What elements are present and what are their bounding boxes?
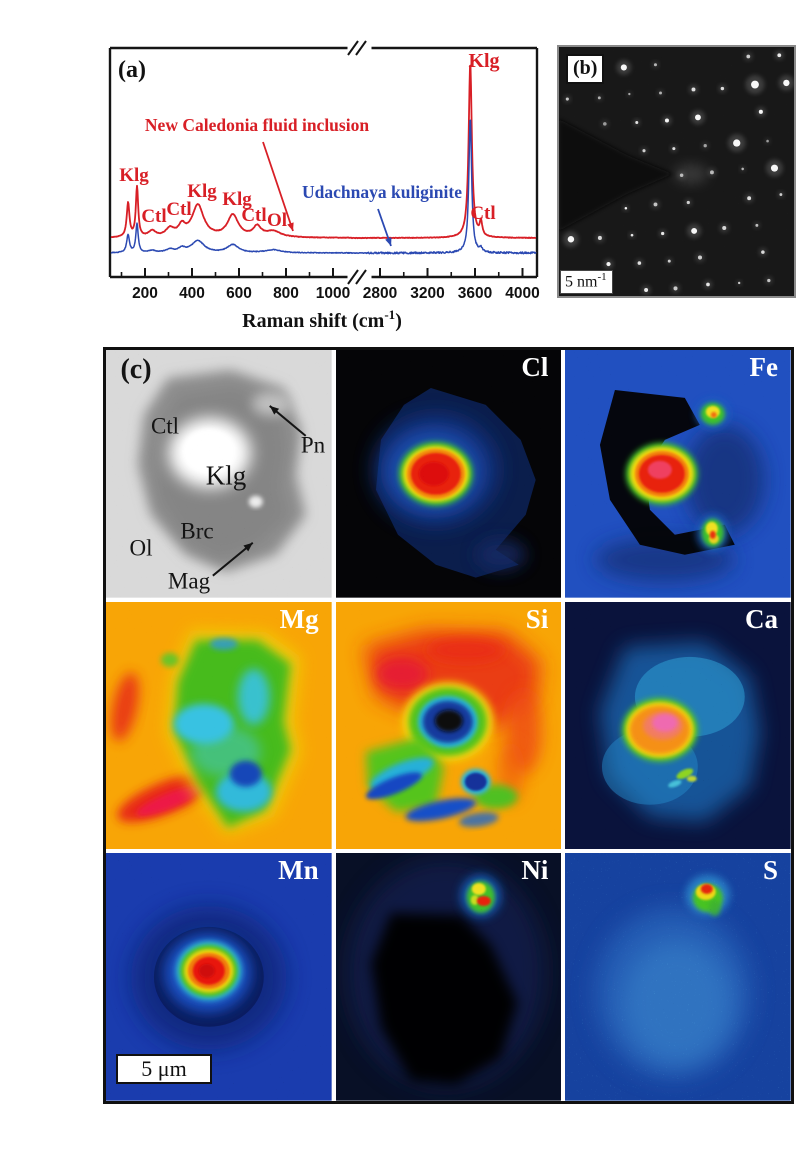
panel-b-tag-text: (b) (573, 57, 598, 79)
scale-bar-5um: 5 μm (116, 1054, 212, 1085)
mineral-label-mag: Mag (167, 568, 211, 594)
ca-map-image (565, 601, 791, 850)
panel-b-scale-bar-label: 5 nm-1 (560, 269, 613, 294)
speckle-noise (335, 601, 562, 850)
x-tick-label: 3200 (410, 285, 444, 302)
bse-image-cell: (c) Ctl Pn Klg Brc Ol Mag (106, 350, 332, 598)
peak-label: Klg (468, 50, 499, 72)
mineral-label-ctl: Ctl (150, 413, 180, 439)
fe-map-image (565, 350, 791, 598)
x-tick-label: 4000 (505, 285, 539, 302)
x-tick-label: 3600 (458, 285, 492, 302)
peak-label: Klg (119, 165, 149, 186)
cl-element-map-cell: Cl (335, 350, 562, 598)
peak-label: Ctl (166, 199, 191, 220)
mn-element-map-cell: Mn 5 μm (106, 853, 332, 1101)
speckle-noise (335, 350, 562, 598)
mineral-label-pn: Pn (300, 432, 326, 458)
element-label-s: S (762, 855, 778, 886)
x-axis-label: Raman shift (cm-1) (242, 307, 402, 332)
diffraction-image (559, 47, 794, 296)
axis-break-mark (355, 269, 367, 285)
speckle-noise (565, 350, 791, 598)
axis-break-mark (355, 40, 367, 56)
x-tick-label: 2800 (363, 285, 397, 302)
mg-element-map-cell: Mg (106, 601, 332, 850)
image-grain-dark (559, 47, 794, 296)
pn-arrow-head (269, 405, 280, 415)
peak-label: Klg (222, 189, 252, 210)
element-label-cl: Cl (521, 352, 549, 382)
element-label-ni: Ni (521, 855, 549, 886)
x-tick-label: 1000 (316, 285, 350, 302)
panel-a-tag: (a) (118, 57, 146, 83)
speckle-noise (106, 350, 332, 598)
mineral-label-brc: Brc (180, 518, 214, 544)
series-annotation: New Caledonia fluid inclusion (145, 115, 369, 135)
peak-label: Klg (187, 181, 217, 202)
mg-map-image (106, 601, 332, 850)
panel-b-tag: (b) (566, 54, 605, 84)
mag-arrow-head (243, 542, 253, 552)
element-label-fe: Fe (749, 352, 778, 382)
mineral-label-klg: Klg (205, 460, 247, 491)
scale-value-text: 5 nm (565, 273, 598, 290)
speckle-noise (565, 601, 791, 850)
raman-spectra-chart: 200 400 600 800 1000 2800 3200 3600 4000 Raman sh… (108, 40, 540, 332)
annotation-arrow-head (385, 237, 392, 246)
x-tick-label: 600 (226, 285, 252, 302)
peak-label: Ctl (141, 206, 166, 227)
ca-element-map-cell: Ca (565, 601, 791, 850)
annotation-arrow (262, 141, 294, 232)
peak-label: Ol (267, 210, 287, 231)
panel-c-tag: (c) (120, 354, 152, 385)
panel-b-diffraction-pattern: (b) 5 nm-1 (557, 45, 796, 298)
element-label-si: Si (525, 603, 549, 634)
peak-label: Ctl (241, 205, 266, 226)
peak-label: Ctl (470, 203, 495, 224)
element-label-ca: Ca (745, 603, 778, 634)
spectrum-curve-fluid-inclusion (110, 64, 537, 240)
fe-element-map-cell: Fe (565, 350, 791, 598)
speckle-noise (565, 853, 791, 1101)
si-map-image (335, 601, 562, 850)
bse-image (106, 350, 332, 598)
series-annotation: Udachnaya kuliginite (302, 182, 462, 202)
element-label-mn: Mn (278, 855, 319, 886)
mn-map-image (106, 853, 332, 1101)
si-element-map-cell: Si (335, 601, 562, 850)
scale-sup-text: -1 (597, 270, 607, 283)
x-tick-label: 200 (132, 285, 158, 302)
ni-map-image (335, 853, 562, 1101)
mineral-label-ol: Ol (129, 535, 153, 561)
spectrum-curve-kuliginite (110, 119, 537, 255)
annotation-arrow-head (287, 222, 294, 231)
s-map-image (565, 853, 791, 1101)
speckle-noise (106, 601, 332, 850)
ni-element-map-cell: Ni (335, 853, 562, 1101)
element-label-mg: Mg (279, 603, 319, 634)
s-element-map-cell: S (565, 853, 791, 1101)
x-tick-label: 400 (179, 285, 205, 302)
panel-c-element-map-grid: (c) Ctl Pn Klg Brc Ol Mag Cl Fe Mg Si Ca Mn 5 μm Ni S (103, 347, 794, 1104)
axis-break-mark (347, 269, 359, 285)
x-tick-label: 800 (273, 285, 299, 302)
speckle-noise (335, 853, 562, 1101)
cl-map-image (335, 350, 562, 598)
axis-break-mark (347, 40, 359, 56)
